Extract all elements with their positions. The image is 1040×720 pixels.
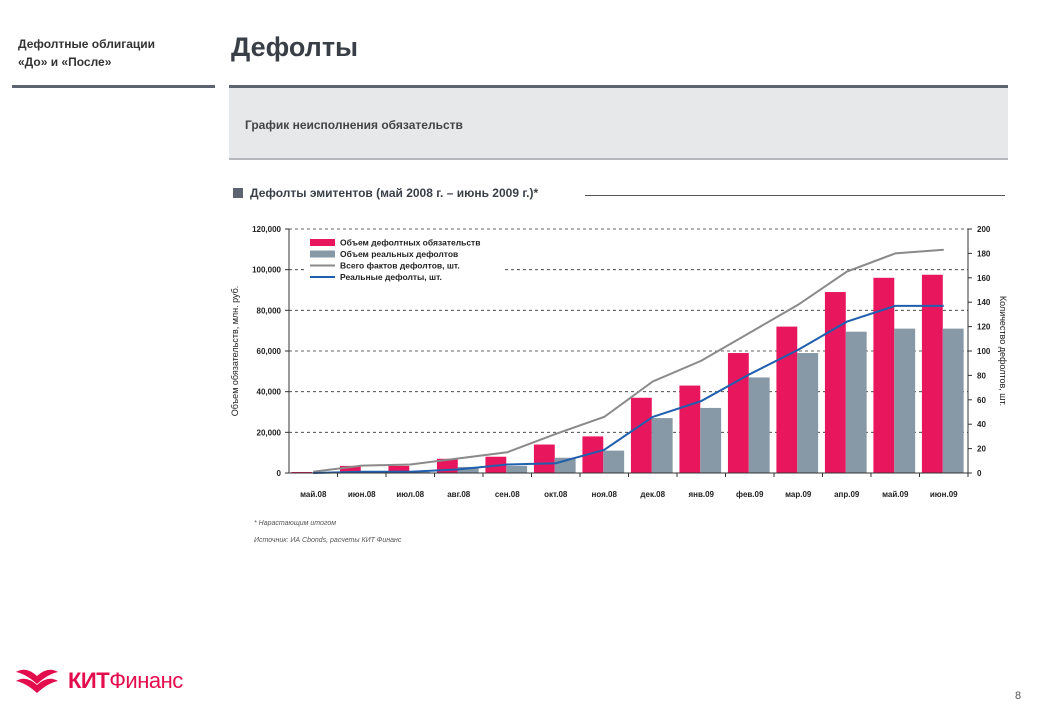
right-tick-label: 60 xyxy=(977,396,986,405)
company-logo: КИТФинанс xyxy=(14,664,183,698)
left-tick-label: 100,000 xyxy=(252,266,281,275)
heading-square-icon xyxy=(233,188,243,198)
left-tick-label: 60,000 xyxy=(257,347,282,356)
bar-real-defaults-volume xyxy=(651,418,673,473)
y-axis-left-title: Объем обязательств, млн. руб. xyxy=(230,286,240,417)
bar-defaulted-volume xyxy=(679,385,701,473)
right-tick-label: 140 xyxy=(977,298,991,307)
page-subtitle: График неисполнения обязательств xyxy=(245,118,463,132)
logo-text-bold: КИТ xyxy=(68,668,110,693)
kit-logo-icon xyxy=(16,669,58,693)
x-tick-label: ноя.08 xyxy=(592,490,618,499)
bar-real-defaults-volume xyxy=(748,377,770,473)
x-tick-label: янв.09 xyxy=(688,490,714,499)
x-tick-label: мар.09 xyxy=(785,490,812,499)
bar-defaulted-volume xyxy=(873,277,895,473)
legend-swatch xyxy=(310,250,335,258)
bar-real-defaults-volume xyxy=(409,471,431,473)
x-tick-label: июн.08 xyxy=(348,490,376,499)
bar-defaulted-volume xyxy=(388,465,410,473)
subtitle-band: График неисполнения обязательств xyxy=(229,88,1008,160)
bar-defaulted-volume xyxy=(582,436,604,473)
right-tick-label: 100 xyxy=(977,347,991,356)
footnote: * Нарастающим итогом xyxy=(254,520,337,527)
bar-real-defaults-volume xyxy=(457,466,479,473)
bar-defaulted-volume xyxy=(921,274,943,473)
chart-heading: Дефолты эмитентов (май 2008 г. – июнь 20… xyxy=(233,186,538,200)
logo-text-regular: Финанс xyxy=(109,668,183,693)
right-tick-label: 20 xyxy=(977,445,986,454)
series-line-total-defaults xyxy=(313,248,944,473)
bar-real-defaults-volume xyxy=(700,407,722,473)
left-tick-label: 20,000 xyxy=(257,428,282,437)
right-tick-label: 180 xyxy=(977,249,991,258)
left-tick-label: 0 xyxy=(277,469,282,478)
legend-label: Объем реальных дефолтов xyxy=(340,249,458,259)
x-tick-label: фев.09 xyxy=(736,490,764,499)
chart-heading-text: Дефолты эмитентов (май 2008 г. – июнь 20… xyxy=(250,186,539,200)
bar-defaulted-volume xyxy=(727,353,749,473)
section-title-line2: «До» и «После» xyxy=(18,55,112,69)
bar-real-defaults-volume xyxy=(942,328,964,473)
section-title-line1: Дефолтные облигации xyxy=(18,37,155,51)
right-tick-label: 40 xyxy=(977,420,986,429)
logo-wordmark: КИТФинанс xyxy=(68,668,183,694)
series-line-real-defaults xyxy=(313,304,944,474)
right-tick-label: 80 xyxy=(977,371,986,380)
x-tick-label: окт.08 xyxy=(544,490,568,499)
x-tick-label: май.08 xyxy=(300,490,327,499)
page-title: Дефолты xyxy=(231,32,359,62)
x-tick-label: дек.08 xyxy=(640,490,665,499)
legend-label: Всего фактов дефолтов, шт. xyxy=(340,261,460,271)
x-tick-label: июл.08 xyxy=(396,490,424,499)
legend-label: Реальные дефолты, шт. xyxy=(340,272,442,282)
chart-heading-rule xyxy=(585,195,1005,196)
right-tick-label: 200 xyxy=(977,225,991,234)
section-title: Дефолтные облигации «До» и «После» xyxy=(18,35,208,71)
bar-real-defaults-volume xyxy=(894,328,916,473)
legend-box xyxy=(305,236,503,286)
y-axis-right-title: Количество дефолтов, шт. xyxy=(998,296,1008,406)
page-number: 8 xyxy=(1015,690,1022,702)
bar-real-defaults-volume xyxy=(506,465,528,473)
right-tick-label: 120 xyxy=(977,323,991,332)
legend-label: Объем дефолтных обязательств xyxy=(340,238,480,248)
legend-swatch xyxy=(310,239,335,246)
bar-defaulted-volume xyxy=(533,444,555,473)
x-tick-label: сен.08 xyxy=(495,490,520,499)
x-tick-label: июн.09 xyxy=(930,490,958,499)
x-tick-label: авг.08 xyxy=(447,490,471,499)
left-divider xyxy=(12,85,215,88)
x-tick-label: май.09 xyxy=(882,490,909,499)
left-tick-label: 40,000 xyxy=(257,388,282,397)
left-tick-label: 80,000 xyxy=(257,306,282,315)
bar-defaulted-volume xyxy=(630,397,652,473)
top-divider xyxy=(229,85,1008,88)
bar-real-defaults-volume xyxy=(845,331,867,473)
bar-defaulted-volume xyxy=(291,471,313,473)
bar-defaulted-volume xyxy=(776,326,798,473)
right-tick-label: 160 xyxy=(977,274,991,283)
source-note: Источник: ИА Cbonds, расчеты КИТ Финанс xyxy=(254,537,402,544)
bar-defaulted-volume xyxy=(339,465,361,473)
bar-real-defaults-volume xyxy=(797,353,819,473)
left-tick-label: 120,000 xyxy=(252,225,281,234)
right-tick-label: 0 xyxy=(977,469,982,478)
bar-defaulted-volume xyxy=(824,292,846,473)
bar-real-defaults-volume xyxy=(603,450,625,473)
x-tick-label: апр.09 xyxy=(834,490,860,499)
